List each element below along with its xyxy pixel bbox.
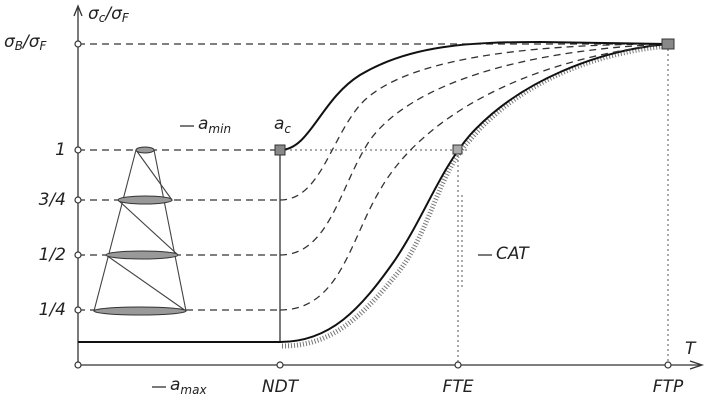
cone-section [118,196,172,204]
label-part: F [40,39,48,53]
tick [665,362,671,368]
x-axis-label: T [685,339,697,359]
tick [277,362,283,368]
cone-section [106,251,178,259]
label-part: min [208,122,231,136]
a-max-label: amax [170,375,207,397]
x-mark-label: NDT [262,377,300,397]
tick [455,362,461,368]
cone [94,150,186,311]
tick [75,41,81,47]
label-part: c [284,122,291,136]
cone-diagonals [106,150,186,311]
level-label: 1/4 [39,300,66,320]
cone-section [136,147,154,153]
cone-section [94,307,186,315]
label-part: /σ [21,32,41,52]
y-axis-label: σc/σF [88,4,130,25]
ac-marker [275,145,285,155]
level-label: 3/4 [39,190,66,210]
label-part: F [122,11,130,25]
label-part: /σ [103,4,123,24]
tick [75,307,81,313]
curve [280,44,668,255]
cat-label: CAT [496,244,530,264]
label-part: a [274,114,284,134]
ftp-marker [662,39,674,49]
a-c-label: ac [274,114,291,136]
level-label: 1/2 [39,245,66,265]
curve [280,44,668,310]
tick [75,197,81,203]
x-mark-label: FTP [653,377,684,397]
tick [75,362,81,368]
label-part: B [15,39,23,53]
x-mark-label: FTE [443,377,474,397]
label-part: a [198,114,208,134]
fte-marker [453,145,462,154]
curve [280,44,668,200]
label-part: a [170,375,180,395]
label-part: max [180,383,207,397]
tick [75,252,81,258]
tick [75,147,81,153]
diagram: σc/σF σB/σF 1 3/4 1/2 1/4 T NDT FTE FTP … [0,0,709,401]
level-label: 1 [55,140,66,160]
top-level-label: σB/σF [4,32,48,53]
a-min-label: amin [198,114,231,136]
